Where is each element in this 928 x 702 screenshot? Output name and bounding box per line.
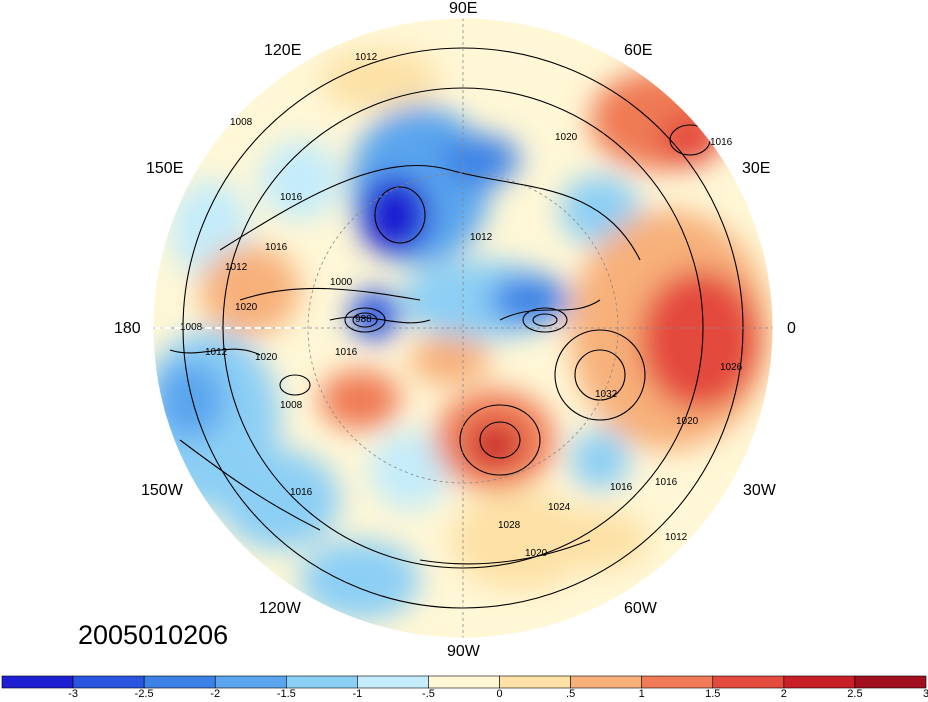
contour-label: 1032 — [595, 389, 618, 400]
contour-label: 1008 — [280, 400, 303, 411]
colorbar-tick: 1.5 — [705, 688, 721, 700]
lon-label-120w: 120W — [259, 600, 301, 617]
contour-label: 1020 — [235, 302, 258, 313]
contour-label: 1012 — [665, 532, 688, 543]
lon-label-60e: 60E — [624, 42, 653, 59]
contour-label: 1020 — [525, 548, 548, 559]
contour-label: 1020 — [676, 416, 699, 427]
colorbar-swatch — [641, 675, 714, 689]
colorbar-swatch — [712, 675, 785, 689]
timestamp-label: 2005010206 — [78, 620, 229, 650]
contour-label: 1026 — [720, 362, 743, 373]
colorbar-tick: 3 — [922, 688, 928, 700]
contour-label: 1012 — [355, 52, 378, 63]
contour-label: 1016 — [710, 137, 733, 148]
contour-label: 1012 — [470, 232, 493, 243]
contour-label: 1020 — [255, 352, 278, 363]
colorbar-swatch — [783, 675, 856, 689]
colorbar-swatch — [854, 675, 927, 689]
contour-label: 988 — [355, 314, 372, 325]
contour-labels: 1012 1008 1016 1016 1012 1020 1012 1008 1020 1016… — [180, 52, 743, 559]
colorbar-swatch — [1, 675, 74, 689]
colorbar-tick: -1.5 — [276, 688, 296, 700]
lon-label-150w: 150W — [141, 482, 183, 499]
colorbar-swatch — [428, 675, 500, 689]
contour-label: 1028 — [498, 520, 521, 531]
colorbar-tick: 2 — [780, 688, 787, 700]
lon-label-180: 180 — [114, 320, 141, 337]
lon-label-60w: 60W — [624, 600, 657, 617]
colorbar-tick: -2.5 — [134, 688, 154, 700]
colorbar-swatch — [357, 675, 429, 689]
contour-label: 1020 — [555, 132, 578, 143]
colorbar-tick: 2.5 — [847, 688, 863, 700]
contour-label: 1016 — [655, 477, 678, 488]
colorbar-tick: -2 — [210, 688, 221, 700]
lon-label-0: 0 — [787, 320, 796, 337]
contour-label: 1016 — [335, 347, 358, 358]
colorbar-tick: -3 — [68, 688, 78, 700]
anomaly-field — [153, 18, 773, 638]
contour-label: 1008 — [230, 117, 253, 128]
colorbar-swatch — [286, 675, 358, 689]
colorbar-swatch — [499, 675, 571, 689]
contour-label: 1008 — [180, 322, 203, 333]
colorbar-swatch — [570, 675, 642, 689]
colorbar-swatch — [143, 675, 216, 689]
lon-label-150e: 150E — [146, 160, 184, 177]
colorbar — [1, 675, 927, 689]
colorbar-tick: -.5 — [422, 688, 435, 700]
colorbar-tick: 1 — [638, 688, 645, 700]
contour-label: 1016 — [290, 487, 313, 498]
lon-label-30e: 30E — [742, 160, 771, 177]
colorbar-swatch — [214, 675, 287, 689]
map-boundary — [152, 17, 774, 639]
contour-label: 1024 — [548, 502, 571, 513]
lon-label-120e: 120E — [264, 42, 302, 59]
lon-label-30w: 30W — [743, 482, 776, 499]
contour-label: 1016 — [265, 242, 288, 253]
colorbar-tick: -1 — [352, 688, 363, 700]
colorbar-tick: 0 — [496, 688, 503, 700]
lon-label-90e: 90E — [449, 0, 478, 17]
lon-label-90w: 90W — [447, 643, 480, 660]
contour-label: 1016 — [280, 192, 303, 203]
colorbar-swatch — [72, 675, 145, 689]
colorbar-tick: .5 — [566, 688, 576, 700]
contour-label: 1012 — [205, 347, 228, 358]
contour-label: 1012 — [225, 262, 248, 273]
contour-label: 1016 — [610, 482, 633, 493]
contour-label: 1000 — [330, 277, 353, 288]
